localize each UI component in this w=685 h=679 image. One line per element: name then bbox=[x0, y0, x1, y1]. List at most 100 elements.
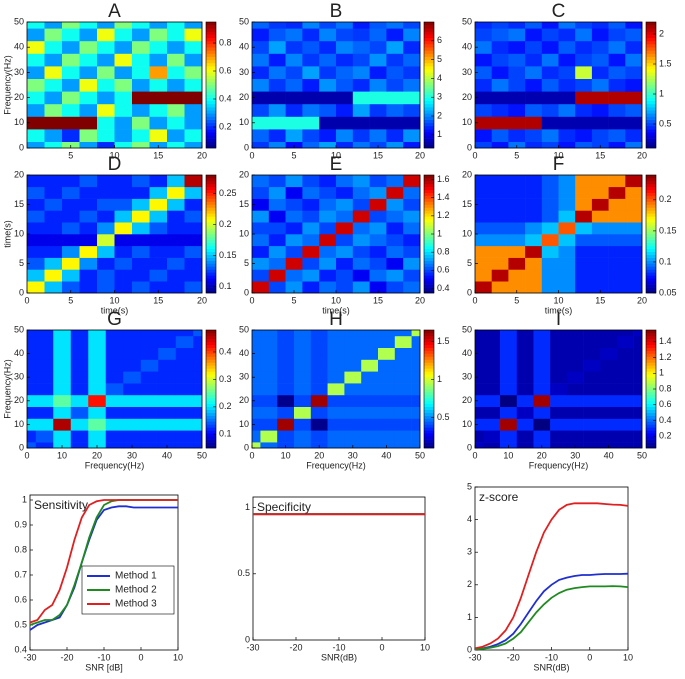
colorbar-segment bbox=[206, 424, 216, 428]
heatmap-cell bbox=[616, 383, 634, 396]
heatmap-cell bbox=[327, 359, 345, 372]
colorbar-segment bbox=[424, 186, 434, 191]
heatmap-cell bbox=[508, 210, 526, 223]
heatmap-cell bbox=[27, 66, 45, 79]
heatmap-cell bbox=[97, 141, 115, 149]
colorbar-segment bbox=[424, 245, 434, 250]
heatmap-cell bbox=[252, 383, 261, 396]
colorbar-tick-label: 1.2 bbox=[659, 352, 672, 362]
colorbar-segment bbox=[206, 275, 216, 279]
heatmap-cell bbox=[336, 28, 354, 42]
colorbar-segment bbox=[646, 216, 656, 220]
heatmap-cell bbox=[167, 103, 185, 117]
heatmap-cell bbox=[277, 394, 295, 407]
colorbar-segment bbox=[424, 225, 434, 229]
heatmap-cell bbox=[625, 234, 643, 247]
heatmap-cell bbox=[336, 53, 354, 67]
heatmap-cell bbox=[575, 103, 593, 117]
colorbar-segment bbox=[424, 338, 434, 343]
heatmap-cell bbox=[294, 406, 312, 419]
colorbar-segment bbox=[646, 103, 656, 108]
heatmap-cell bbox=[319, 116, 337, 130]
heatmap-cell bbox=[327, 383, 345, 396]
heatmap-cell bbox=[608, 53, 626, 67]
heatmap-cell bbox=[70, 418, 89, 431]
colorbar-segment bbox=[424, 350, 434, 354]
colorbar-segment bbox=[646, 56, 656, 61]
heatmap-cell bbox=[541, 53, 559, 67]
heatmap-cell bbox=[285, 186, 303, 199]
heatmap-cell bbox=[403, 116, 421, 130]
colorbar-segment bbox=[206, 341, 216, 346]
colorbar-segment bbox=[646, 278, 656, 282]
x-tick-label: 15 bbox=[373, 150, 383, 160]
heatmap-cell bbox=[583, 418, 601, 431]
colorbar-tick-label: 0.1 bbox=[219, 281, 232, 291]
panel-title: F bbox=[553, 154, 565, 175]
heatmap-cell bbox=[525, 66, 543, 79]
y-tick-label: 10 bbox=[462, 117, 472, 127]
heatmap-cell bbox=[475, 103, 492, 117]
heatmap-cell bbox=[62, 186, 80, 199]
heatmap-cell bbox=[114, 28, 133, 42]
heatmap-cell bbox=[268, 129, 286, 142]
colorbar-tick-label: 4 bbox=[437, 73, 442, 83]
heatmap-cell bbox=[475, 198, 492, 211]
colorbar-segment bbox=[646, 439, 656, 443]
heatmap-cell bbox=[541, 175, 559, 188]
heatmap-cell bbox=[516, 394, 534, 407]
x-tick-label: 0 bbox=[249, 295, 254, 305]
colorbar-segment bbox=[646, 442, 656, 446]
heatmap-cell bbox=[53, 406, 72, 419]
heatmap-cell bbox=[97, 78, 115, 92]
heatmap-cell bbox=[541, 198, 559, 211]
colorbar-segment bbox=[424, 28, 434, 32]
heatmap-cell bbox=[268, 66, 286, 79]
heatmap-cell bbox=[616, 335, 634, 348]
heatmap-cell bbox=[268, 234, 286, 247]
heatmap-cell bbox=[184, 53, 203, 67]
heatmap-cell bbox=[62, 222, 80, 235]
colorbar-segment bbox=[646, 254, 656, 258]
colorbar-segment bbox=[206, 22, 216, 26]
y-tick-label: 10 bbox=[14, 117, 24, 127]
y-tick-label: 30 bbox=[14, 372, 24, 382]
heatmap-cell bbox=[105, 347, 124, 360]
heatmap-cell bbox=[327, 418, 345, 431]
heatmap-cell bbox=[97, 186, 115, 199]
heatmap-cell bbox=[558, 257, 576, 270]
x-tick-label: 10 bbox=[173, 652, 183, 662]
heatmap-cell bbox=[44, 91, 63, 105]
heatmap-cell bbox=[53, 394, 72, 407]
heatmap-cell bbox=[44, 257, 63, 270]
heatmap-cell bbox=[508, 175, 526, 188]
heatmap-cell bbox=[88, 406, 107, 419]
heatmap-cell bbox=[70, 383, 89, 396]
heatmap-cell bbox=[566, 406, 584, 419]
heatmap-cell bbox=[525, 78, 543, 92]
colorbar-segment bbox=[646, 116, 656, 120]
heatmap-cell bbox=[533, 335, 551, 348]
heatmap-cell bbox=[62, 210, 80, 223]
heatmap-cell bbox=[403, 141, 421, 149]
heatmap-cell bbox=[260, 418, 278, 431]
colorbar-segment bbox=[206, 107, 216, 111]
heatmap-cell bbox=[475, 22, 492, 29]
heatmap-cell bbox=[508, 103, 526, 117]
colorbar-segment bbox=[646, 409, 656, 413]
heatmap-cell bbox=[600, 359, 618, 372]
colorbar-segment bbox=[206, 62, 216, 67]
x-tick-label: 10 bbox=[623, 652, 633, 662]
heatmap-cell bbox=[516, 430, 534, 443]
colorbar-segment bbox=[646, 362, 656, 366]
colorbar-segment bbox=[424, 180, 434, 185]
heatmap-cell bbox=[97, 257, 115, 270]
colorbar-segment bbox=[424, 228, 434, 232]
heatmap-cell bbox=[336, 257, 354, 270]
heatmap-cell bbox=[252, 257, 270, 270]
y-tick-label: 0.8 bbox=[14, 544, 27, 554]
heatmap-cell bbox=[516, 406, 534, 419]
heatmap-cell bbox=[525, 186, 543, 199]
x-tick-label: 15 bbox=[153, 295, 163, 305]
heatmap-cell bbox=[600, 394, 618, 407]
